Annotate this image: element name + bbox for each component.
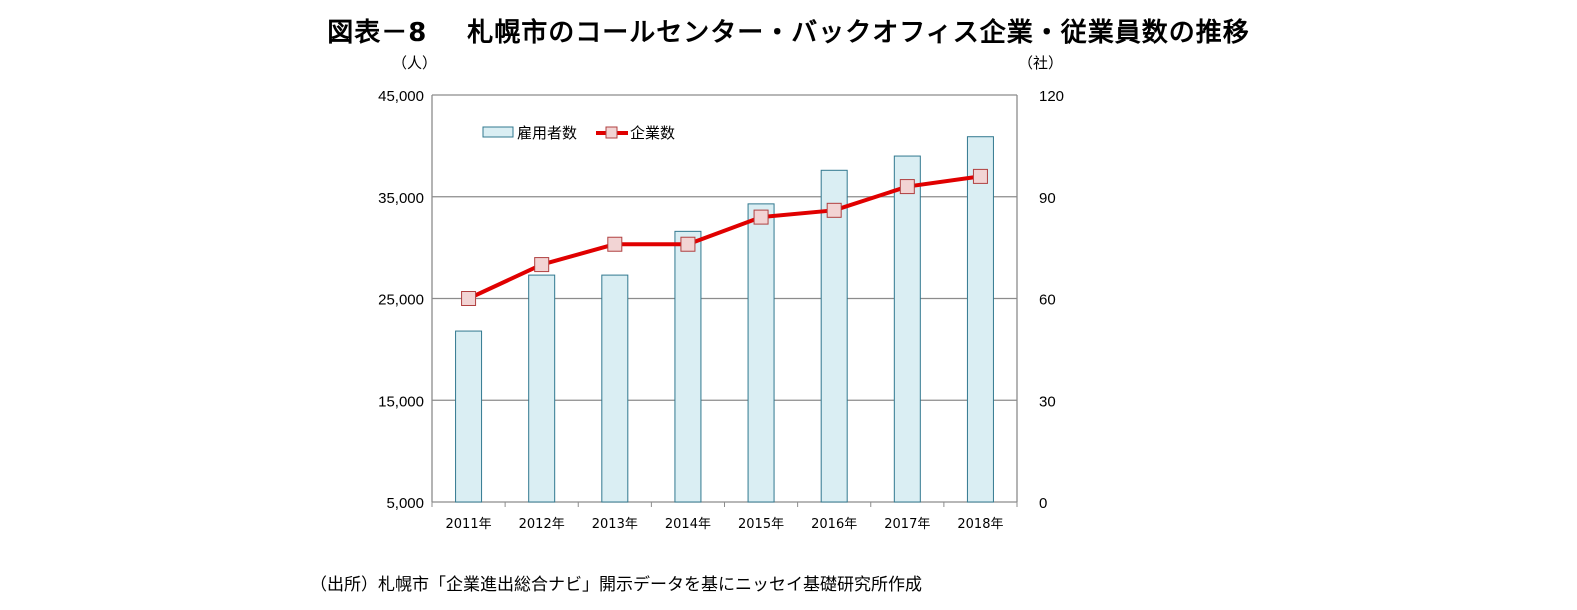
right-tick-label: 60 bbox=[1039, 292, 1056, 309]
legend-label-employees: 雇用者数 bbox=[517, 124, 577, 142]
right-tick-label: 0 bbox=[1039, 495, 1047, 512]
figure-number: 図表－8 bbox=[327, 18, 428, 48]
marker-2017年 bbox=[899, 179, 915, 195]
bar-2018年 bbox=[966, 136, 994, 503]
marker-2011年 bbox=[461, 291, 477, 306]
source-note: （出所）札幌市「企業進出総合ナビ」開示データを基にニッセイ基礎研究所作成 bbox=[310, 575, 922, 595]
x-tick-label: 2018年 bbox=[957, 517, 1003, 532]
bar-2015年 bbox=[747, 203, 775, 503]
marker-2013年 bbox=[607, 236, 623, 252]
marker-2014年 bbox=[680, 236, 696, 252]
left-tick-label: 5,000 bbox=[386, 495, 424, 512]
x-tick-label: 2013年 bbox=[592, 517, 638, 532]
x-tick-label: 2017年 bbox=[884, 517, 930, 532]
x-tick-label: 2016年 bbox=[811, 517, 857, 532]
left-tick-label: 45,000 bbox=[378, 88, 424, 105]
marker-2016年 bbox=[826, 202, 842, 218]
legend-bar-swatch bbox=[482, 126, 514, 138]
chart-title: 図表－8 札幌市のコールセンター・バックオフィス企業・従業員数の推移 bbox=[0, 12, 1577, 49]
legend-label-companies: 企業数 bbox=[630, 124, 675, 142]
bar-2017年 bbox=[893, 155, 921, 503]
left-axis-unit: （人） bbox=[392, 54, 438, 72]
title-text: 札幌市のコールセンター・バックオフィス企業・従業員数の推移 bbox=[467, 18, 1250, 48]
bar-2012年 bbox=[528, 274, 556, 503]
left-tick-label: 25,000 bbox=[378, 292, 424, 309]
bar-2014年 bbox=[674, 230, 702, 503]
line-企業数 bbox=[467, 174, 981, 301]
x-tick-label: 2011年 bbox=[446, 517, 492, 532]
bar-2013年 bbox=[601, 274, 629, 503]
x-tick-label: 2012年 bbox=[519, 517, 565, 532]
left-tick-label: 15,000 bbox=[378, 393, 424, 410]
bar-2011年 bbox=[455, 330, 483, 503]
marker-2018年 bbox=[972, 168, 988, 184]
marker-2015年 bbox=[753, 209, 769, 225]
right-axis-unit: （社） bbox=[1018, 54, 1064, 72]
x-tick-label: 2014年 bbox=[665, 517, 711, 532]
bar-2016年 bbox=[820, 169, 848, 503]
x-tick-label: 2015年 bbox=[738, 517, 784, 532]
left-tick-label: 35,000 bbox=[378, 190, 424, 207]
legend-marker-swatch bbox=[605, 126, 618, 139]
right-tick-label: 30 bbox=[1039, 393, 1056, 410]
marker-2012年 bbox=[534, 257, 550, 273]
right-tick-label: 90 bbox=[1039, 190, 1056, 207]
right-tick-label: 120 bbox=[1039, 88, 1064, 105]
